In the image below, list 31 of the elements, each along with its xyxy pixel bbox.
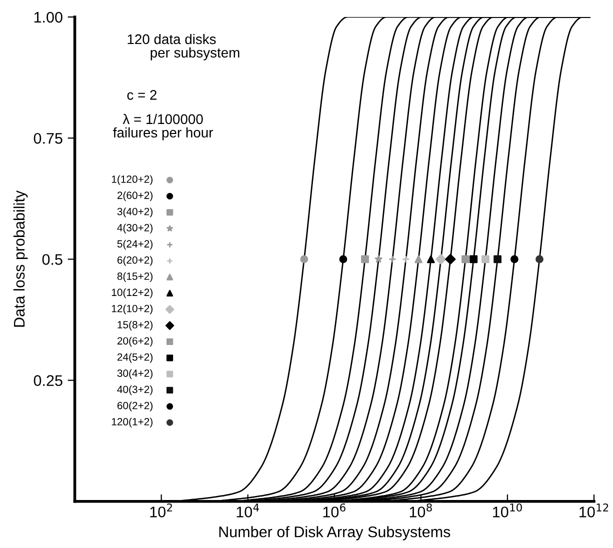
y-tick-label: 0.25 (34, 375, 62, 386)
x-tick-label: 10$^{12}$ (580, 503, 608, 518)
legend-label: 1(120+2) (112, 175, 152, 185)
x-tick-label: 10$^{6}$ (323, 503, 346, 518)
legend-label: 60(2+2) (117, 402, 152, 412)
x-tick-label: 10$^{10}$ (493, 503, 522, 518)
legend-label: 30(4+2) (117, 369, 152, 379)
y-tick-label: 0.5 (42, 254, 62, 265)
annotation: 120 data disks per subsystem (128, 34, 240, 60)
legend-label: 15(8+2) (118, 320, 152, 330)
annotation: λ = 1/100000 failures per hour (113, 114, 214, 140)
legend-label: 20(6+2) (117, 336, 152, 347)
legend-label: 120(1+2) (112, 418, 152, 428)
legend-label: 40(3+2) (117, 385, 152, 396)
legend-label: 3(40+2) (117, 208, 152, 218)
legend-label: 4(30+2) (117, 224, 152, 234)
legend-label: 24(5+2) (117, 353, 152, 363)
legend-label: 10(12+2) (112, 288, 152, 298)
y-axis-title: Data loss probability (13, 190, 28, 327)
y-tick-label: 1.00 (34, 12, 62, 23)
legend-label: 6(20+2) (117, 256, 152, 266)
annotation: c = 2 (127, 90, 157, 100)
y-tick-label: 0.75 (34, 132, 62, 144)
x-tick-label: 10$^{8}$ (410, 503, 432, 518)
x-axis-title: Number of Disk Array Subsystems (219, 526, 450, 540)
legend-label: 12(10+2) (112, 304, 152, 314)
legend-label: 5(24+2) (117, 240, 152, 250)
legend-label: 2(60+2) (117, 191, 152, 202)
legend-label: 8(15+2) (117, 272, 152, 282)
x-tick-label: 10$^{2}$ (150, 503, 172, 518)
x-tick-label: 10$^{4}$ (236, 504, 259, 518)
